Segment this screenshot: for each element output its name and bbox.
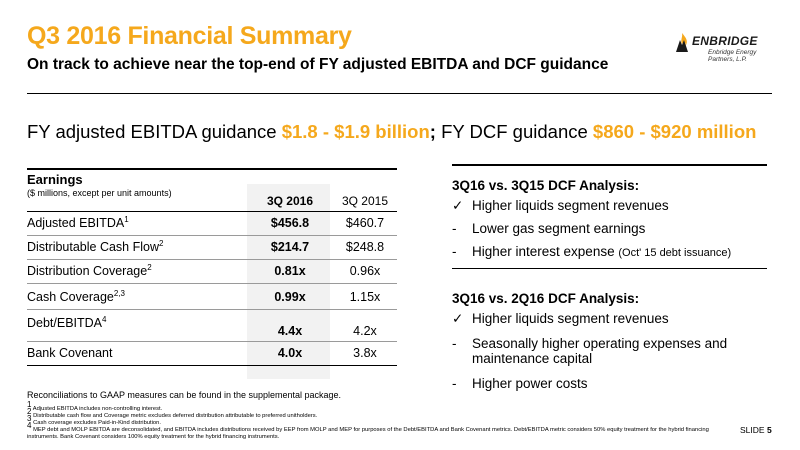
footnote: 1 Adjusted EBITDA includes non-controlli… — [27, 400, 163, 412]
table-row: Adjusted EBITDA1 $456.8 $460.7 — [27, 212, 397, 236]
column-header-3q2016: 3Q 2016 — [266, 194, 314, 208]
headline-separator: ; — [429, 121, 436, 142]
row-value-3q2015: $248.8 — [345, 240, 385, 254]
row-value-3q2016: 4.0x — [277, 346, 303, 360]
row-divider — [27, 235, 397, 236]
footnote: 4 MEP debt and MOLP EBITDA are deconsoli… — [27, 421, 709, 441]
table-row: Cash Coverage2,3 0.99x 1.15x — [27, 286, 397, 310]
analysis-section-divider — [452, 268, 767, 269]
list-item: - Lower gas segment earnings — [452, 221, 646, 236]
row-divider — [27, 259, 397, 260]
logo-wordmark: ENBRIDGE — [692, 34, 758, 48]
analysis-top-rule — [452, 164, 767, 166]
row-value-3q2015: 0.96x — [349, 264, 381, 278]
list-item: ✓ Higher liquids segment revenues — [452, 198, 669, 213]
row-label: Adjusted EBITDA1 — [27, 214, 129, 230]
row-value-3q2016: 0.99x — [274, 290, 306, 304]
page-title: Q3 2016 Financial Summary — [27, 22, 352, 50]
row-divider — [27, 365, 397, 366]
row-value-3q2015: 3.8x — [353, 346, 377, 360]
table-row: Bank Covenant 4.0x 3.8x — [27, 342, 397, 366]
title-divider — [27, 93, 772, 94]
footnote: 3 Cash coverage excludes Paid-in-Kind di… — [27, 414, 161, 426]
row-divider — [27, 283, 397, 284]
page-subtitle: On track to achieve near the top-end of … — [27, 56, 609, 73]
column-header-3q2015: 3Q 2015 — [341, 194, 389, 208]
list-item: ✓ Higher liquids segment revenues — [452, 311, 669, 326]
enbridge-flame-icon — [676, 33, 688, 52]
row-value-3q2016: 4.4x — [277, 324, 303, 338]
row-value-3q2016: $214.7 — [270, 240, 310, 254]
list-item: - Higher power costs — [452, 376, 588, 391]
row-label: Cash Coverage2,3 — [27, 288, 125, 304]
dash-marker: - — [452, 336, 457, 351]
row-label: Bank Covenant — [27, 346, 113, 360]
table-row: Debt/EBITDA4 4.4x 4.2x — [27, 314, 397, 342]
ebitda-guidance-value: $1.8 - $1.9 billion — [281, 121, 430, 142]
table-row: Distribution Coverage2 0.81x 0.96x — [27, 260, 397, 284]
dash-marker: - — [452, 221, 457, 236]
current-quarter-column-shade — [247, 184, 330, 379]
table-header-rule — [27, 211, 397, 212]
row-value-3q2016: $456.8 — [270, 216, 310, 230]
analysis-heading-2q16: 3Q16 vs. 2Q16 DCF Analysis: — [452, 291, 640, 306]
dash-marker: - — [452, 244, 457, 259]
list-item: - Seasonally higher operating expenses an… — [452, 336, 728, 366]
row-value-3q2015: 1.15x — [349, 290, 381, 304]
table-top-rule — [27, 168, 397, 170]
row-label: Distributable Cash Flow2 — [27, 238, 164, 254]
dash-marker: - — [452, 376, 457, 391]
row-value-3q2015: 4.2x — [353, 324, 377, 338]
row-divider — [27, 309, 397, 310]
analysis-heading-3q15: 3Q16 vs. 3Q15 DCF Analysis: — [452, 178, 640, 193]
dcf-guidance-value: $860 - $920 million — [592, 121, 757, 142]
guidance-headline: FY adjusted EBITDA guidance $1.8 - $1.9 … — [27, 121, 756, 143]
row-value-3q2016: 0.81x — [274, 264, 306, 278]
check-icon: ✓ — [452, 198, 464, 213]
earnings-subtitle: ($ millions, except per unit amounts) — [27, 188, 172, 198]
footnote: 2 Distributable cash flow and Coverage m… — [27, 407, 318, 419]
earnings-title: Earnings — [27, 172, 83, 187]
check-icon: ✓ — [452, 311, 464, 326]
dcf-guidance-label: FY DCF guidance — [435, 121, 593, 142]
enbridge-logo: ENBRIDGE Enbridge Energy Partners, L.P. — [671, 30, 781, 70]
ebitda-guidance-label: FY adjusted EBITDA guidance — [27, 121, 282, 142]
row-divider — [27, 341, 397, 342]
list-item: - Higher interest expense (Oct' 15 debt i… — [452, 244, 732, 259]
row-label: Debt/EBITDA4 — [27, 314, 107, 330]
row-value-3q2015: $460.7 — [345, 216, 385, 230]
reconciliation-note: Reconciliations to GAAP measures can be … — [27, 390, 342, 400]
slide-number: SLIDE 5 — [740, 425, 772, 435]
row-label: Distribution Coverage2 — [27, 262, 152, 278]
table-row: Distributable Cash Flow2 $214.7 $248.8 — [27, 236, 397, 260]
logo-tagline: Enbridge Energy Partners, L.P. — [708, 49, 757, 63]
